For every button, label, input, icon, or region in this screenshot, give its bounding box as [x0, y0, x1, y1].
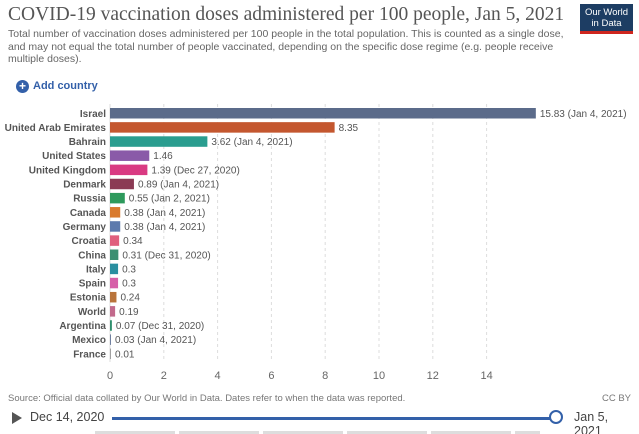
- bar-value-label: 1.39 (Dec 27, 2020): [151, 165, 239, 176]
- bar[interactable]: [110, 249, 119, 261]
- bar[interactable]: [110, 291, 117, 303]
- timeline-handle[interactable]: [549, 410, 563, 424]
- bar[interactable]: [110, 221, 121, 232]
- timeline-end-label: Jan 5, 2021: [574, 410, 609, 434]
- bar-value-label: 0.89 (Jan 4, 2021): [138, 180, 219, 191]
- timeline-start-label: Dec 14, 2020: [30, 410, 105, 424]
- add-country-button[interactable]: + Add country: [16, 78, 98, 94]
- category-label[interactable]: United Arab Emirates: [5, 123, 107, 134]
- category-label[interactable]: Canada: [70, 208, 107, 219]
- bar[interactable]: [110, 348, 111, 360]
- bar-value-label: 0.3: [122, 264, 136, 275]
- x-tick-label: 4: [215, 370, 221, 382]
- category-label[interactable]: Bahrain: [69, 137, 106, 148]
- bar[interactable]: [110, 150, 150, 161]
- bar[interactable]: [110, 277, 119, 289]
- category-label[interactable]: France: [73, 349, 106, 360]
- x-tick-label: 2: [161, 370, 167, 382]
- category-label[interactable]: Germany: [63, 222, 107, 233]
- chart-title: COVID-19 vaccination doses administered …: [8, 4, 565, 25]
- bar-value-label: 0.38 (Jan 4, 2021): [124, 208, 205, 219]
- category-label[interactable]: Italy: [86, 264, 106, 275]
- bar-value-label: 8.35: [339, 123, 359, 134]
- bar-value-label: 0.34: [123, 236, 143, 247]
- bar[interactable]: [110, 192, 125, 204]
- category-label[interactable]: China: [78, 250, 106, 261]
- category-label[interactable]: Spain: [79, 279, 106, 290]
- bars: Israel 15.83 (Jan 4, 2021) United Arab Emi…: [5, 108, 627, 360]
- bar-value-label: 1.46: [153, 151, 173, 162]
- category-label[interactable]: Denmark: [63, 180, 106, 191]
- bar-value-label: 0.3: [122, 279, 136, 290]
- timeline-track[interactable]: [112, 417, 556, 420]
- timeline-track-fill: [112, 417, 556, 420]
- bar-value-label: 15.83 (Jan 4, 2021): [540, 109, 627, 120]
- owid-logo[interactable]: Our World in Data: [580, 4, 633, 34]
- category-label[interactable]: United States: [42, 151, 106, 162]
- timeline-control: Dec 14, 2020 Jan 5, 2021: [8, 408, 631, 434]
- x-tick-label: 6: [268, 370, 274, 382]
- x-tick-label: 10: [373, 370, 385, 382]
- bar-chart: Israel 15.83 (Jan 4, 2021) United Arab Emi…: [5, 104, 627, 382]
- bar-value-label: 3.62 (Jan 4, 2021): [211, 137, 292, 148]
- bar[interactable]: [110, 108, 536, 119]
- add-country-label: Add country: [33, 80, 98, 92]
- bar[interactable]: [110, 320, 112, 331]
- bar[interactable]: [110, 334, 111, 345]
- bar-value-label: 0.24: [120, 293, 140, 304]
- bar[interactable]: [110, 122, 335, 133]
- x-tick-label: 12: [427, 370, 439, 382]
- category-label[interactable]: Russia: [73, 194, 106, 205]
- chart-subtitle: Total number of vaccination doses admini…: [8, 28, 564, 65]
- logo-line-2: in Data: [591, 17, 622, 29]
- bar-value-label: 0.01: [115, 349, 135, 360]
- bar[interactable]: [110, 306, 116, 317]
- bottom-divider: [95, 431, 540, 434]
- bar-value-label: 0.07 (Dec 31, 2020): [116, 321, 204, 332]
- category-label[interactable]: Croatia: [72, 236, 107, 247]
- bar[interactable]: [110, 164, 148, 176]
- bar-value-label: 0.19: [119, 307, 139, 318]
- bar-value-label: 0.38 (Jan 4, 2021): [124, 222, 205, 233]
- bar-value-label: 0.55 (Jan 2, 2021): [129, 194, 210, 205]
- grid-lines: [109, 104, 488, 362]
- logo-line-1: Our World: [584, 7, 629, 18]
- bar-value-label: 0.31 (Dec 31, 2020): [122, 250, 210, 261]
- category-label[interactable]: Israel: [80, 109, 106, 120]
- bar-value-label: 0.03 (Jan 4, 2021): [115, 335, 196, 346]
- category-label[interactable]: United Kingdom: [29, 165, 106, 176]
- category-label[interactable]: Estonia: [70, 293, 107, 304]
- license-link[interactable]: CC BY: [601, 393, 631, 404]
- plus-circle-icon: +: [16, 79, 29, 93]
- play-icon[interactable]: [12, 412, 22, 424]
- bar[interactable]: [110, 235, 120, 246]
- x-tick-label: 0: [107, 370, 113, 382]
- category-label[interactable]: Mexico: [72, 335, 106, 346]
- source-note: Source: Official data collated by Our Wo…: [8, 393, 406, 404]
- bar[interactable]: [110, 207, 121, 218]
- x-tick-label: 8: [322, 370, 328, 382]
- bar[interactable]: [110, 136, 208, 147]
- category-label[interactable]: World: [78, 307, 106, 318]
- category-label[interactable]: Argentina: [59, 321, 106, 332]
- bar[interactable]: [110, 178, 134, 190]
- x-tick-label: 14: [480, 370, 492, 382]
- bar[interactable]: [110, 263, 119, 275]
- x-axis-ticks: 0 2 4 6 8 10 12 14: [107, 370, 493, 382]
